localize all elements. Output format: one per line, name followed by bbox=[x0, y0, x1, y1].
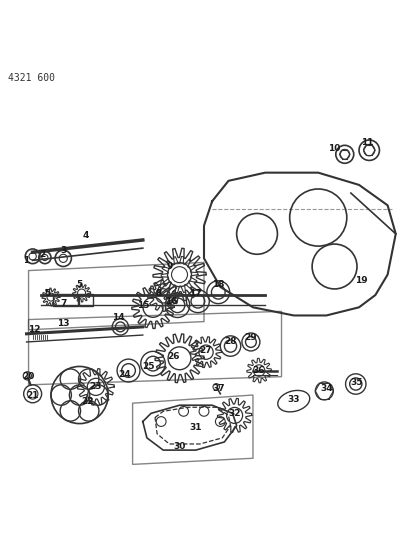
Text: 27: 27 bbox=[200, 345, 212, 354]
Text: 17: 17 bbox=[190, 288, 202, 297]
Text: 4: 4 bbox=[82, 231, 89, 240]
Text: 29: 29 bbox=[245, 334, 257, 342]
Text: 22: 22 bbox=[82, 397, 94, 406]
Text: 23: 23 bbox=[90, 382, 102, 391]
Text: 2: 2 bbox=[40, 250, 46, 259]
Text: 19: 19 bbox=[355, 276, 367, 285]
Text: 14: 14 bbox=[112, 313, 124, 322]
Text: 11: 11 bbox=[361, 138, 373, 147]
Text: 3: 3 bbox=[60, 246, 67, 255]
Text: 25: 25 bbox=[143, 362, 155, 371]
Text: 20: 20 bbox=[22, 372, 35, 381]
Text: 9: 9 bbox=[166, 262, 173, 271]
Text: 30: 30 bbox=[173, 441, 186, 450]
Text: 10: 10 bbox=[328, 144, 341, 152]
Text: 34: 34 bbox=[320, 384, 333, 393]
Text: 24: 24 bbox=[118, 370, 131, 379]
Bar bbox=[53, 294, 78, 306]
Text: 1: 1 bbox=[23, 256, 30, 265]
Text: 5: 5 bbox=[44, 288, 50, 297]
Text: 36: 36 bbox=[253, 366, 265, 375]
Bar bbox=[78, 294, 93, 306]
Text: 16: 16 bbox=[165, 297, 177, 306]
Text: 13: 13 bbox=[57, 319, 69, 328]
Text: 12: 12 bbox=[29, 325, 41, 334]
Text: 32: 32 bbox=[228, 409, 241, 418]
Text: 8: 8 bbox=[156, 288, 162, 297]
Text: 7: 7 bbox=[60, 298, 67, 308]
Text: 31: 31 bbox=[190, 423, 202, 432]
Text: 21: 21 bbox=[27, 391, 39, 400]
Text: 4321 600: 4321 600 bbox=[8, 72, 55, 83]
Text: 28: 28 bbox=[224, 337, 237, 346]
Text: 26: 26 bbox=[167, 352, 180, 361]
Text: 15: 15 bbox=[137, 301, 149, 310]
Text: 37: 37 bbox=[212, 384, 224, 393]
Text: 33: 33 bbox=[288, 394, 300, 403]
Text: 35: 35 bbox=[351, 378, 363, 387]
Text: 18: 18 bbox=[212, 280, 224, 289]
Text: 5: 5 bbox=[76, 280, 83, 289]
